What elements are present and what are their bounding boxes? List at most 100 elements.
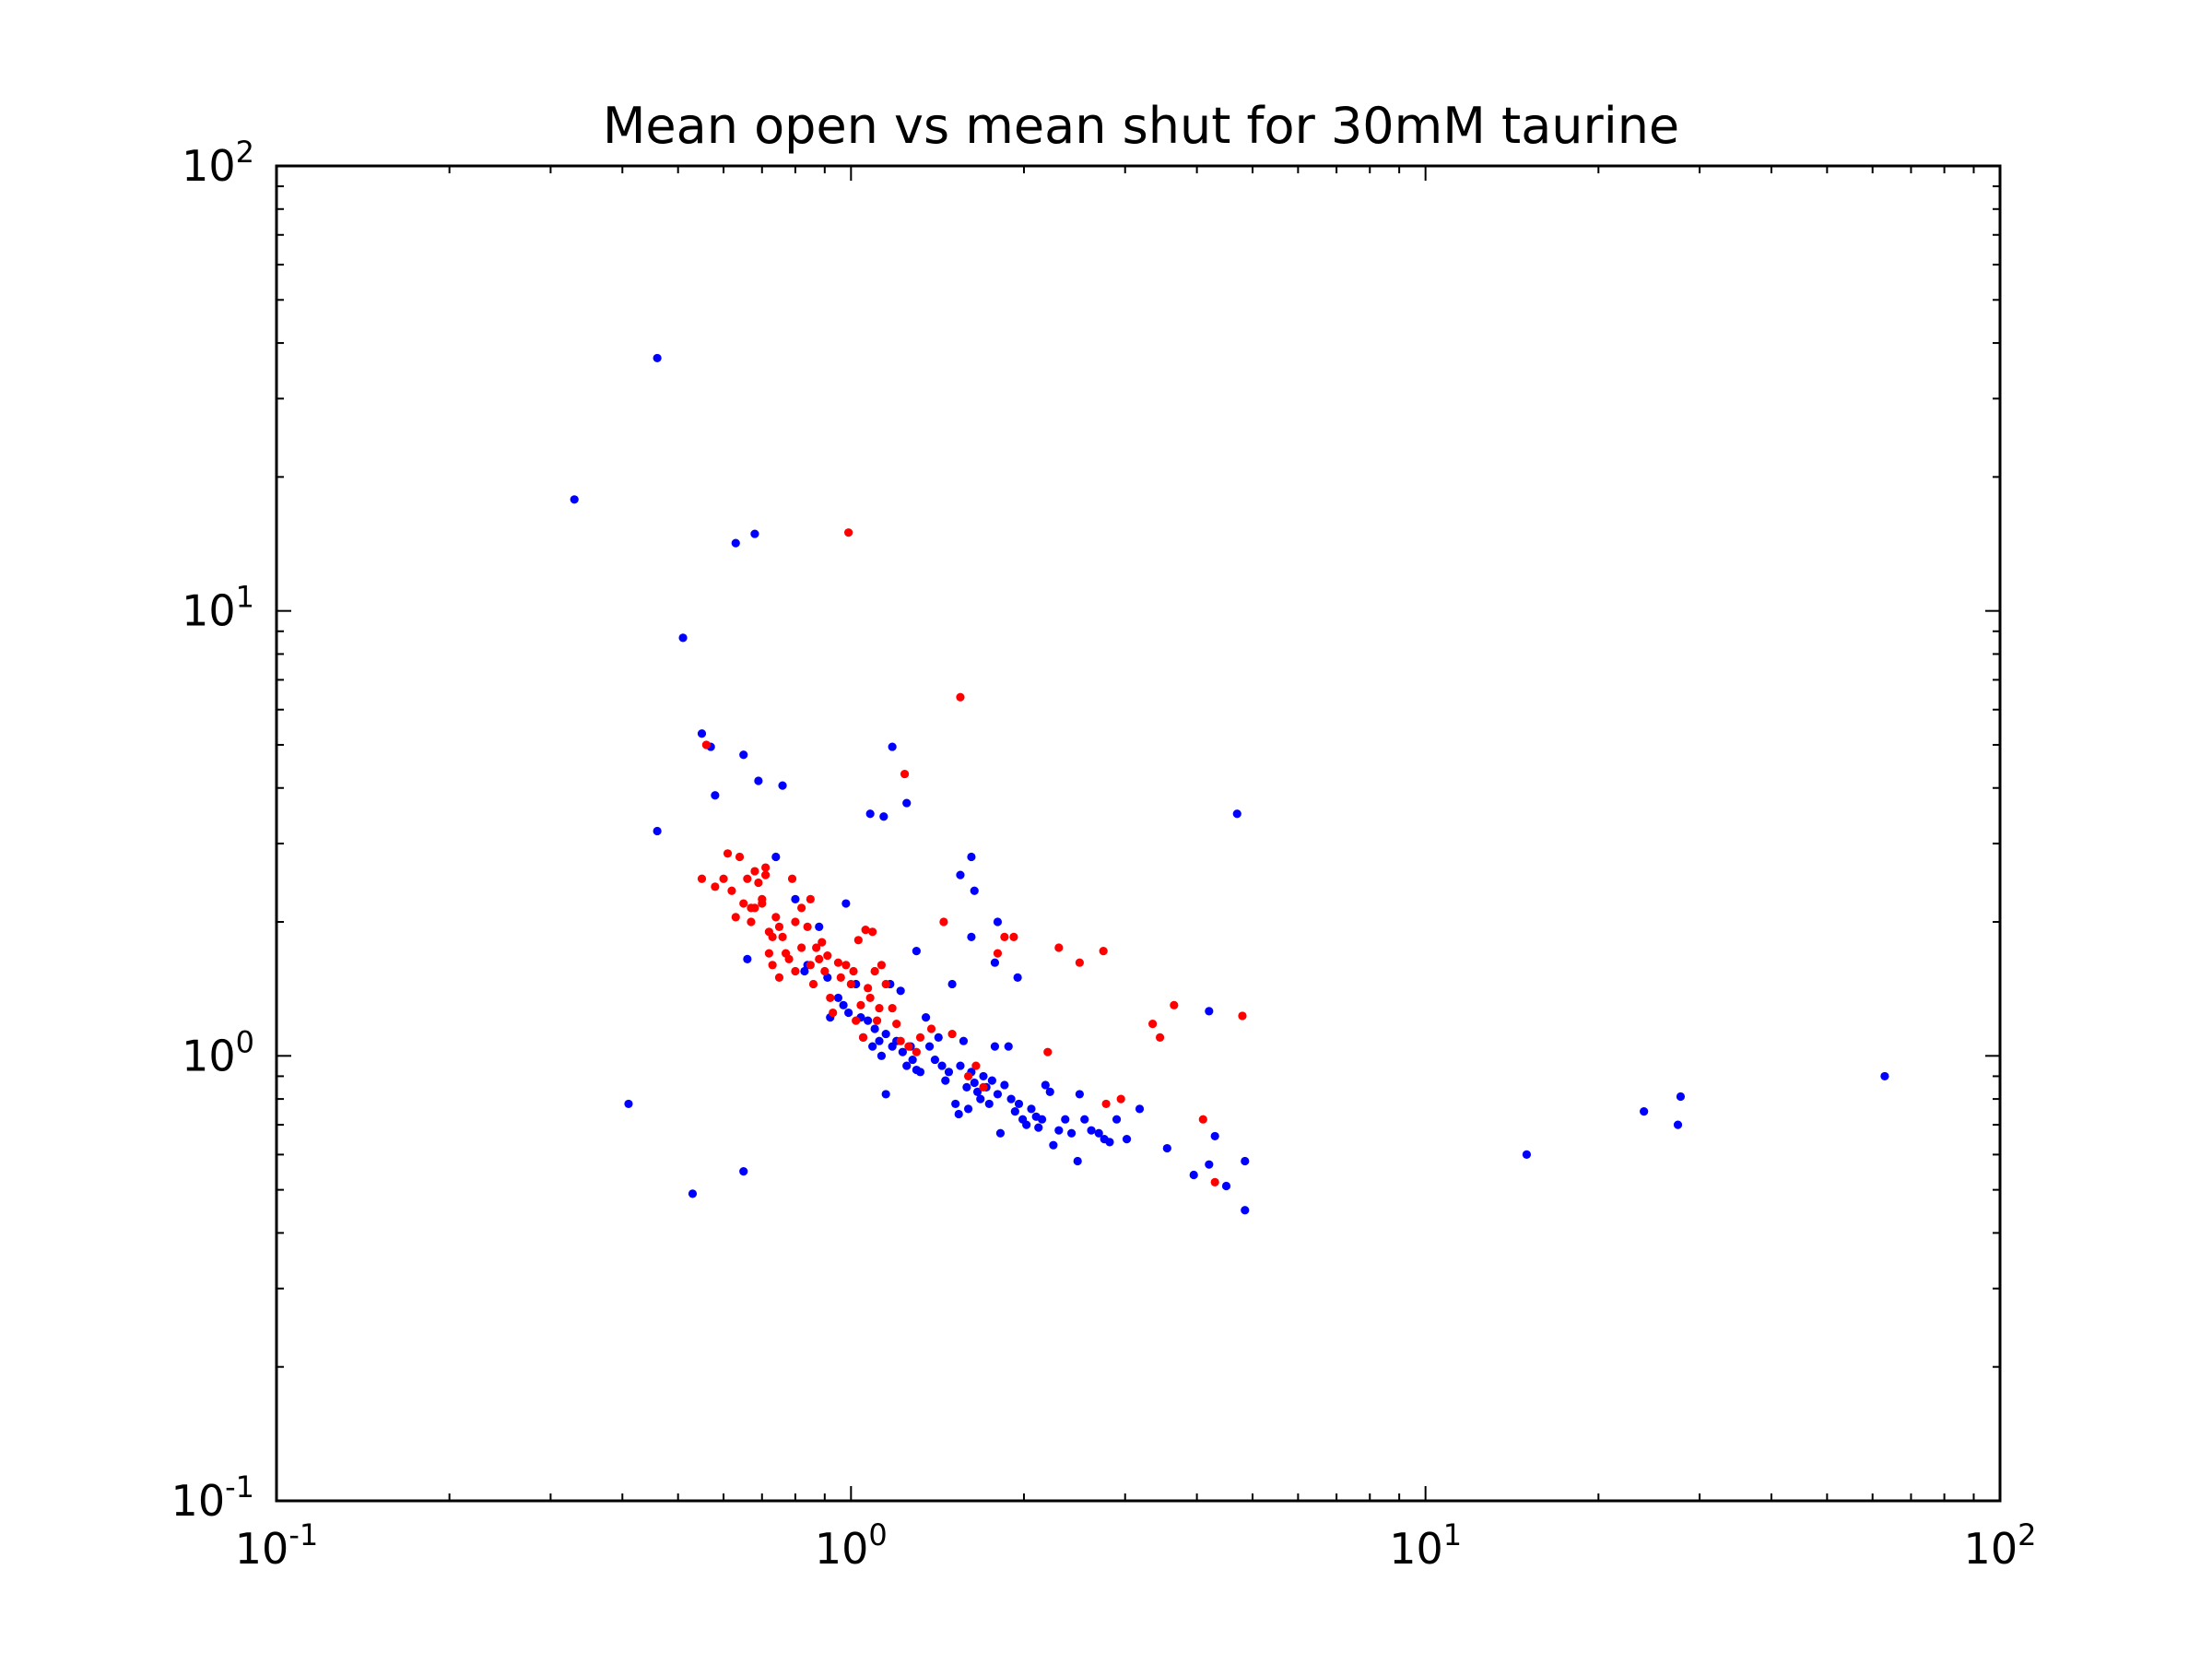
red-data-point	[870, 966, 879, 976]
blue-data-point	[1013, 973, 1022, 982]
blue-data-point	[967, 932, 976, 941]
blue-data-point	[1022, 1120, 1031, 1129]
blue-data-point	[1061, 1115, 1070, 1124]
red-data-point	[1148, 1020, 1158, 1029]
red-data-point	[877, 961, 887, 970]
red-data-point	[761, 870, 771, 879]
blue-data-point	[1210, 1131, 1219, 1141]
x-tick-label: 100	[815, 1517, 888, 1574]
blue-data-point	[954, 1109, 963, 1119]
blue-data-point	[1041, 1080, 1050, 1090]
red-data-point	[739, 899, 748, 908]
red-data-point	[858, 1033, 868, 1042]
blue-data-point	[990, 958, 1000, 967]
blue-data-point	[1027, 1104, 1036, 1114]
data-points	[570, 353, 1889, 1215]
blue-data-point	[898, 1047, 907, 1056]
red-data-point	[791, 917, 800, 926]
blue-data-point	[944, 1068, 954, 1077]
red-data-point	[833, 958, 843, 967]
red-data-point	[888, 1003, 897, 1013]
red-data-point	[963, 1071, 973, 1081]
blue-data-point	[1045, 1087, 1054, 1096]
blue-data-point	[956, 870, 965, 879]
blue-data-point	[1075, 1090, 1084, 1099]
blue-data-point	[1037, 1115, 1047, 1124]
blue-data-point	[688, 1189, 698, 1198]
blue-data-point	[987, 1076, 996, 1085]
blue-data-point	[976, 1094, 985, 1103]
blue-data-point	[697, 729, 707, 738]
red-data-point	[856, 1000, 865, 1009]
blue-data-point	[941, 1076, 950, 1085]
blue-data-point	[1162, 1143, 1171, 1153]
blue-data-point	[930, 1055, 940, 1065]
red-data-point	[784, 954, 794, 963]
blue-data-point	[902, 1061, 912, 1070]
blue-data-point	[888, 742, 897, 751]
red-data-point	[743, 874, 752, 883]
red-data-point	[1170, 1000, 1179, 1009]
blue-data-point	[743, 954, 752, 963]
red-data-point	[868, 927, 877, 937]
red-data-point	[808, 979, 818, 989]
red-data-point	[1116, 1094, 1125, 1103]
blue-data-point	[1010, 1107, 1019, 1116]
blue-data-point	[956, 1061, 965, 1070]
red-data-point	[815, 954, 824, 963]
red-data-point	[823, 950, 832, 961]
red-data-point	[711, 882, 720, 891]
blue-data-point	[1189, 1170, 1198, 1180]
blue-data-point	[881, 1029, 890, 1039]
blue-data-point	[711, 791, 720, 800]
red-data-point	[787, 874, 797, 883]
red-data-point	[750, 903, 759, 913]
blue-data-point	[1105, 1138, 1114, 1147]
red-data-point	[829, 1008, 838, 1018]
blue-data-point	[1522, 1150, 1532, 1160]
red-data-point	[719, 874, 728, 883]
blue-data-point	[1640, 1107, 1649, 1116]
blue-data-point	[995, 1128, 1006, 1138]
y-tick-label: 102	[182, 135, 254, 191]
red-data-point	[797, 903, 806, 913]
red-data-point	[812, 943, 821, 952]
red-data-point	[1155, 1033, 1165, 1042]
blue-data-point	[1232, 809, 1241, 819]
blue-data-point	[1014, 1099, 1024, 1109]
blue-data-point	[841, 899, 851, 908]
blue-data-point	[1122, 1135, 1132, 1144]
red-data-point	[912, 1047, 921, 1056]
red-data-point	[747, 917, 756, 926]
blue-data-point	[912, 947, 921, 956]
red-data-point	[956, 692, 965, 702]
red-data-point	[1210, 1177, 1219, 1187]
red-data-point	[926, 1024, 936, 1033]
red-data-point	[896, 1036, 905, 1045]
blue-data-point	[1221, 1181, 1231, 1191]
blue-data-point	[984, 1099, 994, 1109]
red-data-point	[861, 925, 870, 935]
red-data-point	[849, 966, 858, 976]
blue-data-point	[1054, 1126, 1064, 1135]
red-data-point	[979, 1082, 988, 1092]
blue-data-point	[1087, 1126, 1096, 1135]
red-data-point	[1101, 1099, 1111, 1109]
blue-data-point	[1034, 1123, 1043, 1132]
red-data-point	[939, 917, 948, 926]
blue-data-point	[875, 1036, 884, 1045]
blue-data-point	[937, 1061, 947, 1070]
blue-data-point	[1112, 1115, 1122, 1124]
blue-data-point	[678, 633, 688, 643]
red-data-point	[818, 938, 827, 947]
blue-data-point	[1676, 1092, 1686, 1102]
red-data-point	[1238, 1011, 1247, 1021]
blue-data-point	[1000, 1080, 1009, 1090]
red-data-point	[881, 979, 890, 989]
blue-data-point	[896, 986, 905, 996]
red-data-point	[865, 993, 875, 1003]
blue-data-point	[902, 798, 912, 808]
red-data-point	[1198, 1115, 1207, 1124]
blue-data-point	[833, 993, 843, 1003]
blue-data-point	[979, 1071, 988, 1081]
